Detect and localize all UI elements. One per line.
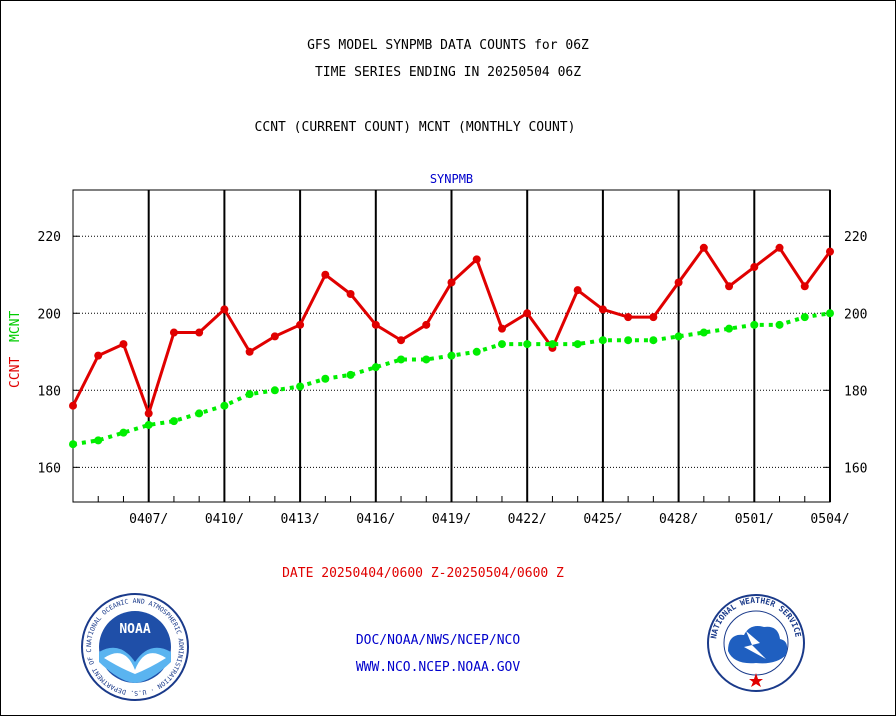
data-point-mcnt [422, 355, 431, 364]
y-tick-label-right: 160 [844, 461, 867, 476]
nws-logo: NATIONAL WEATHER SERVICE [707, 594, 805, 692]
data-point-mcnt [649, 336, 658, 345]
x-tick-label: 0501/ [735, 512, 774, 527]
data-point-ccnt [69, 401, 77, 410]
y-tick-label-right: 220 [844, 230, 867, 245]
data-point-mcnt [397, 355, 406, 364]
x-tick-label: 0428/ [659, 512, 698, 527]
data-point-ccnt [750, 263, 759, 272]
data-point-mcnt [270, 386, 279, 395]
y-axis-label-ccnt: CCNT [8, 357, 23, 388]
data-point-ccnt [346, 290, 355, 298]
y-tick-label-right: 180 [844, 384, 867, 399]
y-tick-label-left: 200 [38, 307, 61, 322]
data-point-mcnt [169, 417, 178, 426]
data-point-ccnt [321, 270, 330, 279]
data-point-ccnt [497, 324, 506, 333]
data-point-ccnt [573, 286, 582, 295]
data-point-ccnt [144, 409, 153, 418]
data-point-mcnt [321, 374, 330, 383]
data-point-mcnt [195, 409, 204, 418]
data-point-mcnt [800, 313, 809, 322]
x-tick-label: 0419/ [432, 512, 471, 527]
y-tick-label-left: 220 [38, 230, 61, 245]
data-point-mcnt [296, 382, 305, 391]
data-point-mcnt [624, 336, 633, 345]
data-point-ccnt [296, 320, 305, 329]
chart-title-line3: CCNT (CURRENT COUNT) MCNT (MONTHLY COUNT… [254, 120, 576, 135]
data-point-ccnt [270, 332, 279, 341]
y-tick-label-left: 180 [38, 384, 61, 399]
data-point-ccnt [826, 247, 834, 256]
data-point-mcnt [220, 401, 229, 410]
data-point-ccnt [649, 313, 658, 322]
data-point-mcnt [346, 370, 355, 379]
data-point-mcnt [750, 320, 759, 329]
data-point-ccnt [472, 255, 481, 264]
data-point-ccnt [800, 282, 809, 291]
y-tick-label-left: 160 [38, 461, 61, 476]
data-point-ccnt [371, 320, 380, 329]
x-tick-label: 0416/ [356, 512, 395, 527]
data-point-ccnt [775, 243, 784, 252]
x-tick-label: 0413/ [281, 512, 320, 527]
noaa-logo-text: NOAA [119, 622, 150, 637]
y-tick-label-right: 200 [844, 307, 867, 322]
data-point-mcnt [245, 390, 254, 399]
data-point-mcnt [775, 320, 784, 329]
data-point-mcnt [598, 336, 607, 345]
x-axis-label: DATE 20250404/0600 Z-20250504/0600 Z [282, 566, 564, 581]
data-point-mcnt [573, 340, 582, 349]
data-point-ccnt [220, 305, 229, 314]
data-point-mcnt [447, 351, 456, 360]
data-point-ccnt [397, 336, 406, 345]
data-point-mcnt [94, 436, 103, 445]
x-tick-label: 0410/ [205, 512, 244, 527]
noaa-logo: NATIONAL OCEANIC AND ATMOSPHERIC ADMINIS… [80, 592, 189, 701]
data-point-ccnt [674, 278, 683, 287]
data-point-ccnt [725, 282, 734, 291]
data-point-mcnt [144, 420, 153, 429]
data-point-ccnt [195, 328, 204, 337]
x-tick-label: 0422/ [508, 512, 547, 527]
y-axis-label-mcnt: MCNT [8, 311, 23, 342]
chart-title-line2: TIME SERIES ENDING IN 20250504 06Z [314, 65, 582, 80]
x-tick-label: 0407/ [129, 512, 168, 527]
footer-website-link[interactable]: WWW.NCO.NCEP.NOAA.GOV [355, 660, 521, 675]
data-point-mcnt [826, 309, 834, 318]
plot-area-border [72, 189, 831, 503]
data-point-ccnt [169, 328, 178, 337]
data-point-mcnt [699, 328, 708, 337]
data-point-ccnt [598, 305, 607, 314]
data-point-ccnt [422, 320, 431, 329]
x-tick-label: 0425/ [583, 512, 622, 527]
data-point-mcnt [472, 347, 481, 356]
data-point-ccnt [94, 351, 103, 360]
data-point-mcnt [725, 324, 734, 333]
x-tick-label: 0504/ [810, 512, 849, 527]
data-point-ccnt [624, 313, 633, 322]
data-point-mcnt [523, 340, 532, 349]
data-point-ccnt [447, 278, 456, 287]
footer-org-link[interactable]: DOC/NOAA/NWS/NCEP/NCO [355, 633, 521, 648]
data-point-ccnt [245, 347, 254, 356]
data-point-mcnt [371, 363, 380, 372]
chart-title-line1: GFS MODEL SYNPMB DATA COUNTS for 06Z [307, 38, 589, 53]
data-point-mcnt [69, 440, 77, 449]
data-point-mcnt [674, 332, 683, 341]
data-point-mcnt [548, 340, 557, 349]
plot-title: SYNPMB [429, 172, 474, 186]
data-point-ccnt [523, 309, 532, 318]
data-point-ccnt [119, 340, 128, 349]
data-point-mcnt [119, 428, 128, 437]
data-point-mcnt [497, 340, 506, 349]
data-point-ccnt [699, 243, 708, 252]
